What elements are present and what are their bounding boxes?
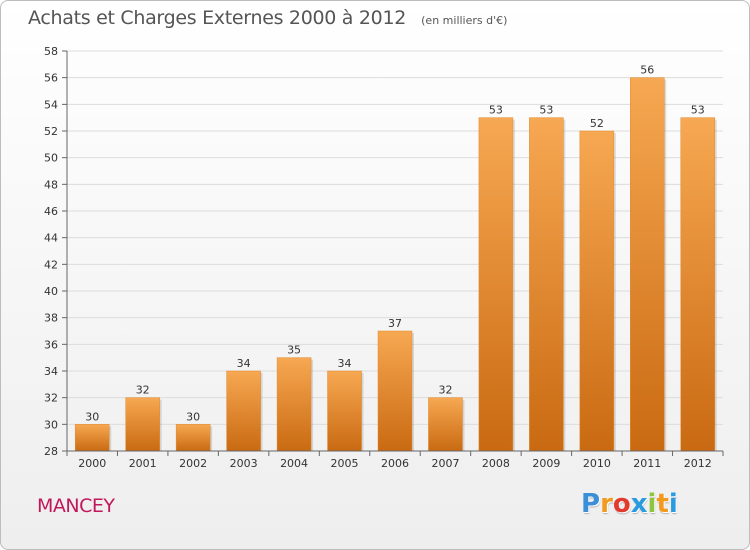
bar-2011 <box>630 77 665 452</box>
x-tick-label-2012: 2012 <box>684 457 712 470</box>
y-tick-label: 32 <box>44 392 58 405</box>
bar-2000 <box>74 424 110 452</box>
y-tick-label: 38 <box>44 312 58 325</box>
y-tick-label: 50 <box>44 152 58 165</box>
axes <box>62 50 724 456</box>
location-label: MANCEY <box>37 495 115 517</box>
bar-2004 <box>276 357 312 452</box>
data-label-2003: 34 <box>237 357 251 370</box>
chart-title-block: Achats et Charges Externes 2000 à 2012 (… <box>28 7 507 29</box>
y-tick-label: 56 <box>44 72 58 85</box>
x-tick-label-2000: 2000 <box>78 457 106 470</box>
data-label-2007: 32 <box>438 384 452 397</box>
data-label-2012: 53 <box>691 104 705 117</box>
logo-letter: r <box>600 489 613 519</box>
x-tick-label-2008: 2008 <box>482 457 510 470</box>
x-tick-label-2010: 2010 <box>583 457 611 470</box>
x-tick-label-2011: 2011 <box>633 457 661 470</box>
bar-2001 <box>125 397 160 452</box>
bar-2010 <box>579 130 615 452</box>
logo-letter: i <box>668 489 678 519</box>
bar-2008 <box>478 117 514 452</box>
data-label-2001: 32 <box>136 384 150 397</box>
data-label-2010: 52 <box>590 117 604 130</box>
bar-2003 <box>226 370 261 452</box>
x-tick-label-2005: 2005 <box>331 457 359 470</box>
y-tick-label: 52 <box>44 125 58 138</box>
logo-letter: P <box>581 489 601 519</box>
data-label-2002: 30 <box>186 410 200 423</box>
logo-letter: x <box>630 489 648 519</box>
x-tick-label-2009: 2009 <box>532 457 560 470</box>
data-label-2000: 30 <box>85 410 99 423</box>
bar-2002 <box>175 424 211 452</box>
y-tick-label: 36 <box>44 338 58 351</box>
x-tick-label-2007: 2007 <box>431 457 459 470</box>
x-tick-label-2001: 2001 <box>129 457 157 470</box>
y-tick-label: 40 <box>44 285 58 298</box>
y-tick-label: 48 <box>44 178 58 191</box>
y-tick-label: 44 <box>44 232 58 245</box>
data-labels: 30 32 30 34 35 34 37 32 53 53 52 56 53 <box>85 64 705 424</box>
y-tick-label: 42 <box>44 258 58 271</box>
bar-2005 <box>327 370 362 452</box>
logo-letter: t <box>656 489 669 519</box>
data-label-2004: 35 <box>287 344 301 357</box>
y-tick-label: 46 <box>44 205 58 218</box>
chart-title: Achats et Charges Externes 2000 à 2012 <box>28 7 407 29</box>
y-tick-label: 54 <box>44 98 58 111</box>
x-tick-label-2004: 2004 <box>280 457 308 470</box>
y-tick-label: 34 <box>44 365 58 378</box>
bar-2012 <box>680 117 716 452</box>
proxiti-logo: Proxiti <box>581 489 678 519</box>
data-label-2008: 53 <box>489 104 503 117</box>
bars <box>74 77 717 452</box>
data-label-2009: 53 <box>539 104 553 117</box>
logo-letter: o <box>612 489 631 519</box>
y-tick-labels: 28 30 32 34 36 38 40 42 44 46 48 50 52 54 56 58 <box>44 45 58 458</box>
bar-2007 <box>428 397 463 452</box>
data-label-2005: 34 <box>338 357 352 370</box>
chart-subtitle: (en milliers d'€) <box>421 14 508 27</box>
x-tick-label-2003: 2003 <box>230 457 258 470</box>
data-label-2011: 56 <box>640 64 654 77</box>
bar-2009 <box>529 117 564 452</box>
y-tick-label: 30 <box>44 418 58 431</box>
y-tick-label: 58 <box>44 45 58 58</box>
y-tick-label: 28 <box>44 445 58 458</box>
logo-letter: i <box>647 489 657 519</box>
x-tick-label-2006: 2006 <box>381 457 409 470</box>
x-tick-label-2002: 2002 <box>179 457 207 470</box>
bar-2006 <box>377 330 413 452</box>
x-tick-labels: 2000 2001 2002 2003 2004 2005 2006 2007 2008 2009… <box>78 457 712 470</box>
data-label-2006: 37 <box>388 317 402 330</box>
